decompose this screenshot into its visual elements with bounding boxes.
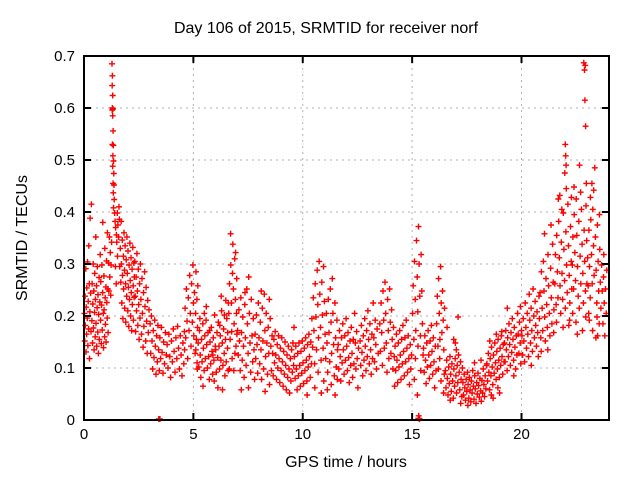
y-tick-label: 0.3: [54, 256, 75, 273]
x-tick-label: 5: [189, 426, 197, 443]
x-axis-label: GPS time / hours: [285, 454, 407, 471]
data-points: [81, 59, 610, 422]
y-tick-label: 0.2: [54, 308, 75, 325]
y-axis-label: SRMTID / TECUs: [14, 175, 31, 301]
y-tick-label: 0.4: [54, 204, 75, 221]
axes-box: [83, 55, 610, 421]
y-tick-label: 0.7: [54, 48, 75, 65]
x-tick-label: 10: [294, 426, 311, 443]
y-tick-label: 0: [67, 412, 75, 429]
x-tick-label: 15: [404, 426, 421, 443]
x-tick-label: 0: [80, 426, 88, 443]
tick-labels: 0 5 10 15 20 0 0.1 0.2 0.3 0.4 0.5 0.6 0.7: [54, 48, 530, 443]
y-tick-label: 0.6: [54, 100, 75, 117]
grid-lines: [84, 56, 609, 420]
y-tick-label: 0.1: [54, 360, 75, 377]
x-tick-label: 20: [513, 426, 530, 443]
chart-title: Day 106 of 2015, SRMTID for receiver nor…: [174, 20, 479, 37]
y-tick-label: 0.5: [54, 152, 75, 169]
